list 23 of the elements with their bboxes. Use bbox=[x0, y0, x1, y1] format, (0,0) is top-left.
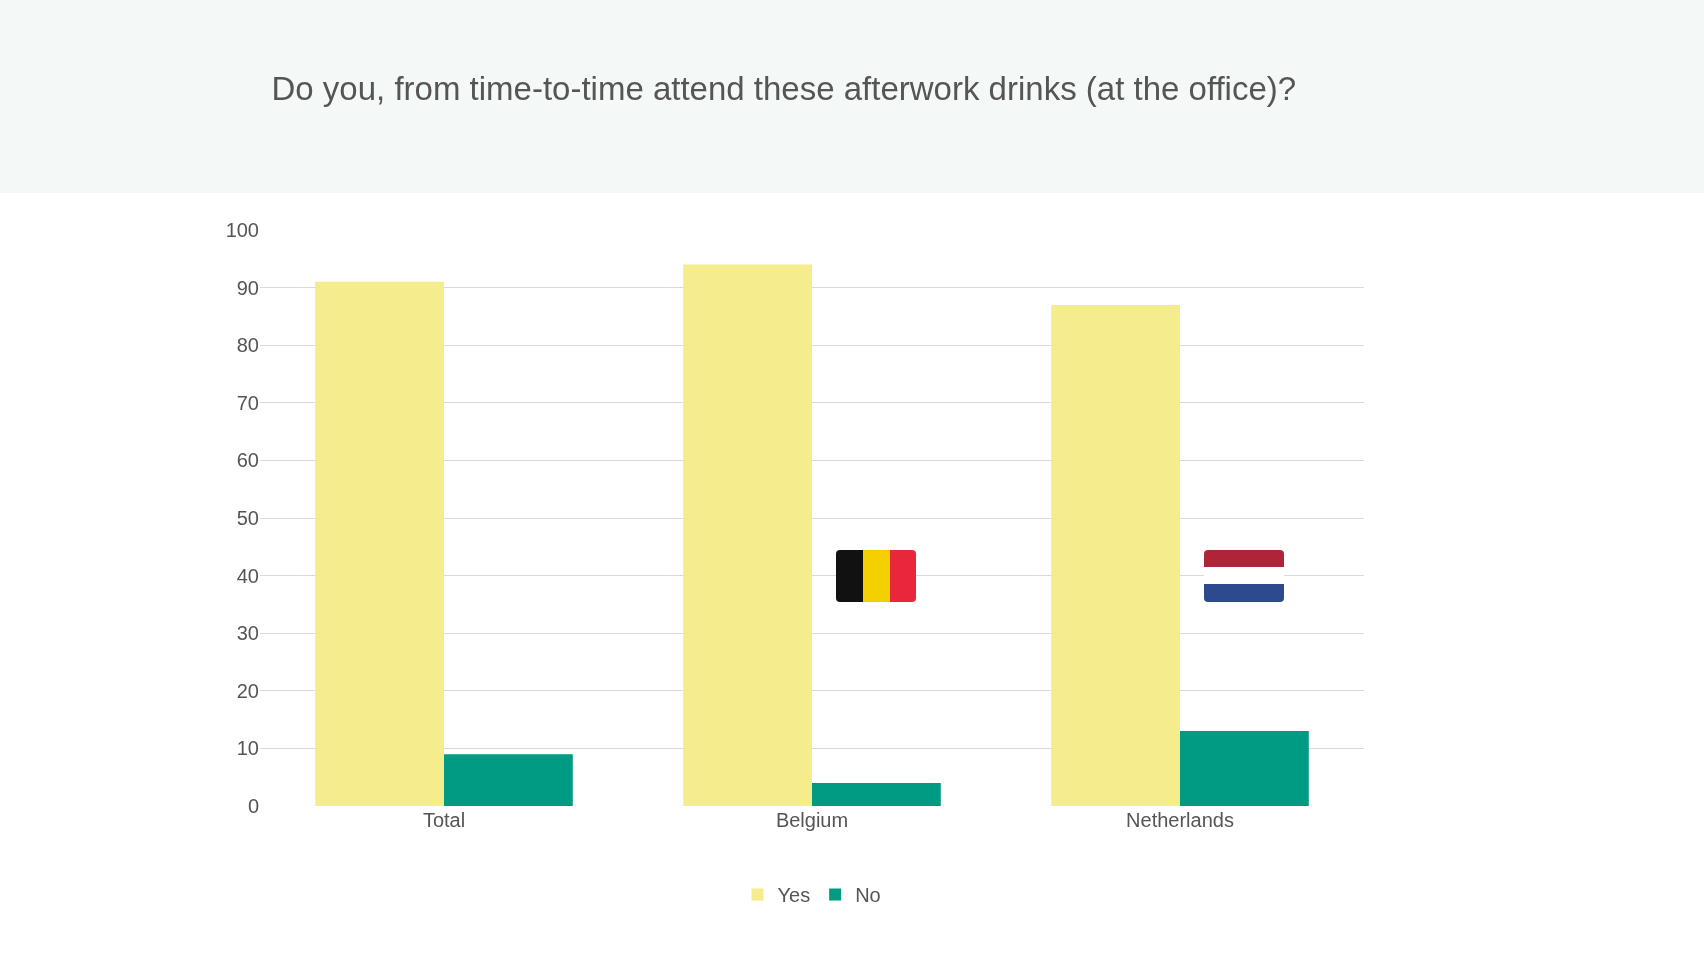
y-tick-label: 20 bbox=[236, 679, 259, 702]
y-tick-label: 50 bbox=[236, 507, 259, 529]
y-tick-label: 90 bbox=[236, 276, 259, 299]
bar bbox=[683, 264, 812, 806]
legend-label: Yes bbox=[777, 884, 811, 907]
chart-title: Do you, from time-to-time attend these afterwork drinks (at the office)? bbox=[271, 70, 1297, 108]
y-tick-label: 60 bbox=[236, 449, 259, 472]
y-tick-label: 0 bbox=[247, 795, 259, 817]
y-tick-label: 40 bbox=[236, 564, 259, 587]
y-tick-label: 80 bbox=[236, 334, 259, 357]
y-tick-label: 30 bbox=[236, 622, 259, 645]
y-tick-label: 10 bbox=[236, 737, 259, 760]
bar bbox=[444, 754, 573, 806]
x-tick-label: Belgium bbox=[775, 809, 849, 831]
x-tick-label: Total bbox=[422, 809, 466, 831]
bar bbox=[1180, 731, 1309, 806]
legend-label: No bbox=[855, 884, 881, 907]
x-tick-label: Netherlands bbox=[1126, 809, 1234, 831]
bar bbox=[1051, 304, 1180, 806]
bar bbox=[812, 782, 941, 806]
y-tick-label: 100 bbox=[225, 219, 259, 241]
y-tick-label: 70 bbox=[236, 391, 259, 414]
bar bbox=[315, 281, 444, 806]
